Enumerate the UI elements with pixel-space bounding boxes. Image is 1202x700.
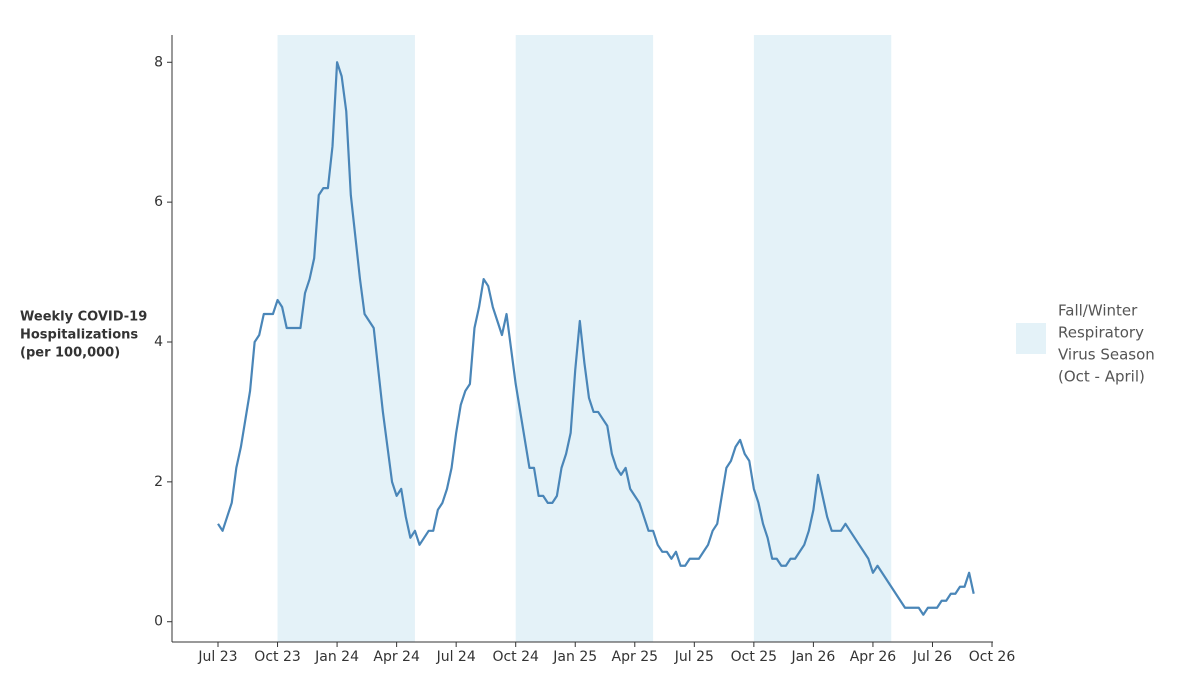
legend-label: Respiratory xyxy=(1058,324,1144,342)
x-tick-label: Apr 26 xyxy=(850,649,897,665)
season-band xyxy=(753,35,892,642)
x-tick-label: Jul 25 xyxy=(674,649,714,665)
x-tick-label: Jul 24 xyxy=(436,649,476,665)
y-tick-label: 4 xyxy=(154,334,163,350)
y-tick-label: 0 xyxy=(154,614,163,630)
x-tick-label: Jul 23 xyxy=(197,649,237,665)
x-tick-label: Oct 26 xyxy=(969,649,1016,665)
season-band xyxy=(515,35,654,642)
legend-label: Fall/Winter xyxy=(1058,302,1138,320)
y-tick-label: 6 xyxy=(154,194,163,210)
x-tick-label: Jan 26 xyxy=(790,649,835,665)
x-tick-label: Apr 24 xyxy=(373,649,420,665)
x-tick-label: Oct 25 xyxy=(731,649,777,665)
data-line xyxy=(217,61,975,616)
legend-label: (Oct - April) xyxy=(1058,368,1145,386)
season-band xyxy=(277,35,415,642)
x-tick-label: Apr 25 xyxy=(612,649,658,665)
x-tick-label: Oct 23 xyxy=(254,649,300,665)
legend-label: Virus Season xyxy=(1058,346,1155,364)
x-tick-label: Jan 25 xyxy=(552,649,597,665)
y-tick-label: 2 xyxy=(154,474,163,490)
y-axis-label: Weekly COVID-19 xyxy=(20,310,147,325)
x-tick-label: Jul 26 xyxy=(912,649,952,665)
x-tick-label: Jan 24 xyxy=(314,649,359,665)
y-tick-label: 8 xyxy=(154,54,163,70)
y-axis-label: (per 100,000) xyxy=(20,346,120,361)
y-axis-label: Hospitalizations xyxy=(20,328,138,343)
legend-swatch xyxy=(1016,323,1046,354)
x-tick-label: Oct 24 xyxy=(492,649,539,665)
